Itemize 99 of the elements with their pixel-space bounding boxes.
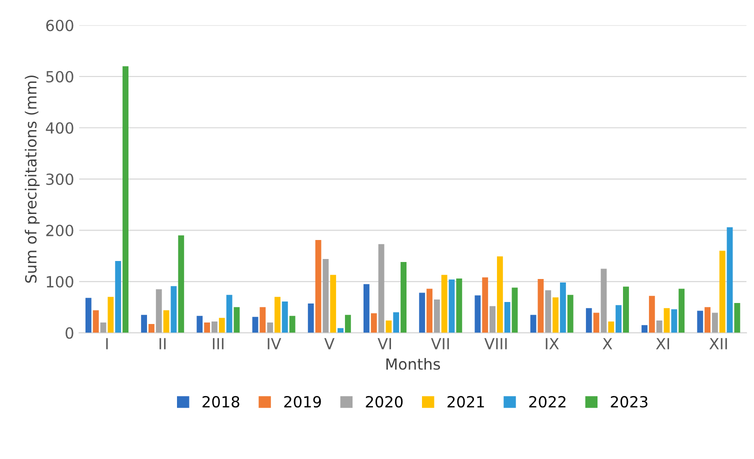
- bar: [512, 288, 518, 333]
- bar: [92, 310, 99, 333]
- bar: [100, 322, 106, 333]
- bar: [364, 284, 370, 333]
- y-tick-label: 100: [46, 276, 74, 288]
- bar: [426, 288, 432, 333]
- bar: [212, 322, 218, 333]
- x-tick-label: IV: [268, 338, 282, 350]
- bar: [704, 307, 710, 333]
- bar: [393, 312, 400, 333]
- legend-label: 2019: [284, 396, 321, 408]
- x-tick-label: VI: [378, 338, 391, 350]
- bar: [616, 305, 622, 333]
- bar: [386, 320, 392, 333]
- bar: [490, 306, 496, 333]
- x-axis-title: Months: [386, 358, 440, 370]
- legend-label: 2020: [366, 396, 403, 408]
- bar: [734, 303, 740, 333]
- bar: [370, 313, 377, 333]
- bar: [538, 278, 544, 333]
- bar: [226, 294, 232, 333]
- bar: [338, 328, 344, 333]
- bar: [252, 316, 258, 333]
- x-tick-label: IX: [546, 338, 559, 350]
- y-axis-title: Sum of precipitations (mm): [24, 76, 40, 283]
- bar: [648, 296, 655, 333]
- x-tick-label: II: [160, 338, 166, 350]
- x-tick-label: XII: [709, 338, 727, 350]
- bar: [726, 227, 733, 333]
- bar: [196, 316, 203, 333]
- x-tick-label: X: [602, 338, 612, 350]
- x-tick-label: VIII: [484, 338, 507, 350]
- bar: [85, 298, 92, 333]
- bar: [678, 288, 685, 333]
- legend-label: 2022: [529, 396, 566, 408]
- y-tick-label: 600: [46, 20, 74, 32]
- legend-label: 2021: [448, 396, 484, 408]
- bar: [600, 268, 607, 333]
- bar: [482, 277, 488, 333]
- bar: [496, 256, 503, 333]
- bar: [664, 308, 670, 333]
- bar: [400, 262, 407, 333]
- bar: [122, 66, 128, 333]
- bar: [586, 308, 592, 333]
- bar: [593, 312, 600, 333]
- bar: [115, 261, 122, 333]
- x-tick-label: I: [106, 338, 108, 350]
- bar: [141, 314, 148, 333]
- y-tick-label: 400: [46, 122, 74, 134]
- legend-label: 2018: [202, 396, 240, 408]
- bar: [282, 302, 288, 333]
- bar: [378, 244, 384, 333]
- bar: [474, 295, 481, 333]
- bar: [671, 309, 678, 333]
- bar: [530, 314, 536, 333]
- bar: [623, 286, 629, 333]
- bar: [441, 274, 448, 333]
- bar: [322, 258, 329, 333]
- bar: [712, 312, 718, 333]
- bar: [697, 310, 704, 333]
- bar: [289, 316, 296, 333]
- bar: [178, 235, 184, 333]
- bar: [267, 322, 274, 333]
- x-tick-label: III: [212, 338, 224, 350]
- bar: [545, 290, 552, 333]
- bar: [560, 282, 566, 333]
- bar: [719, 250, 726, 333]
- y-tick-label: 300: [46, 173, 74, 186]
- bar: [448, 279, 455, 333]
- bar: [344, 314, 351, 333]
- bar: [656, 320, 662, 333]
- y-tick-label: 500: [46, 70, 74, 83]
- legend-label: 2023: [610, 396, 648, 408]
- bar: [204, 322, 210, 333]
- bar: [504, 302, 510, 333]
- x-tick-label: VII: [431, 338, 449, 350]
- bar: [552, 297, 559, 333]
- bar: [156, 289, 162, 333]
- bar: [315, 240, 322, 333]
- bar: [218, 318, 225, 333]
- y-tick-label: 200: [46, 224, 74, 236]
- bar: [108, 296, 114, 333]
- y-tick-label: 0: [66, 327, 74, 339]
- bar: [170, 286, 177, 333]
- bar: [608, 322, 614, 333]
- x-tick-label: XI: [656, 338, 670, 350]
- bar: [234, 307, 240, 333]
- bar: [148, 324, 154, 333]
- bar: [274, 296, 280, 333]
- bar: [642, 325, 648, 333]
- bar: [260, 307, 266, 333]
- bar: [567, 294, 574, 333]
- bar: [456, 278, 462, 333]
- bar: [163, 310, 170, 333]
- bar: [330, 274, 336, 333]
- bar: [419, 292, 426, 333]
- x-tick-label: V: [324, 338, 335, 350]
- bar: [308, 304, 314, 333]
- bar: [434, 299, 440, 333]
